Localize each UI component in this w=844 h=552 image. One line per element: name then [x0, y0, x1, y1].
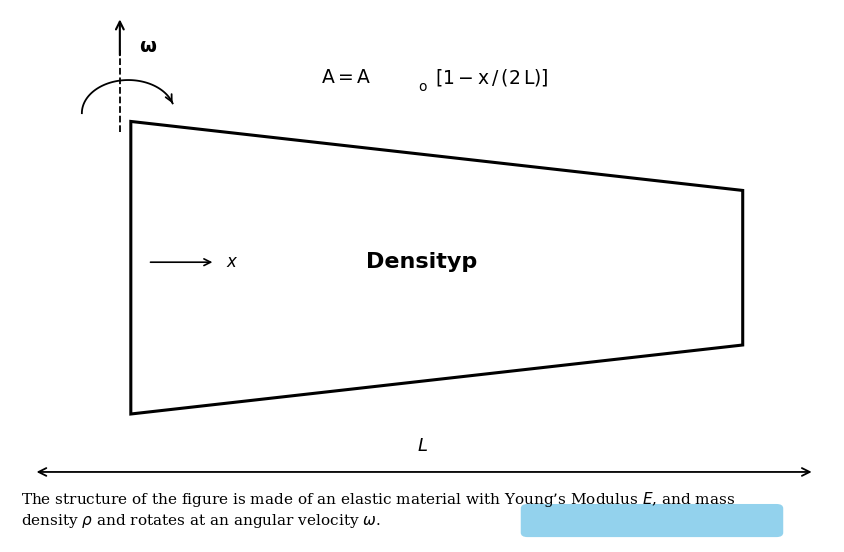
FancyBboxPatch shape: [521, 504, 783, 537]
Text: The structure of the figure is made of an elastic material with Young’s Modulus : The structure of the figure is made of a…: [21, 490, 735, 508]
Text: x: x: [226, 253, 236, 271]
Text: $\rm [1-x\,/\,(2\,L)]$: $\rm [1-x\,/\,(2\,L)]$: [435, 67, 549, 88]
Text: $\rm o$: $\rm o$: [418, 80, 427, 94]
Text: $\mathbf{\omega}$: $\mathbf{\omega}$: [139, 38, 157, 56]
Text: $\rm A = A$: $\rm A = A$: [321, 68, 371, 87]
Polygon shape: [131, 121, 743, 414]
Text: Densityp: Densityp: [366, 252, 478, 272]
Text: density $\rho$ and rotates at an angular velocity $\omega$.: density $\rho$ and rotates at an angular…: [21, 512, 381, 530]
Text: $L$: $L$: [417, 437, 427, 455]
